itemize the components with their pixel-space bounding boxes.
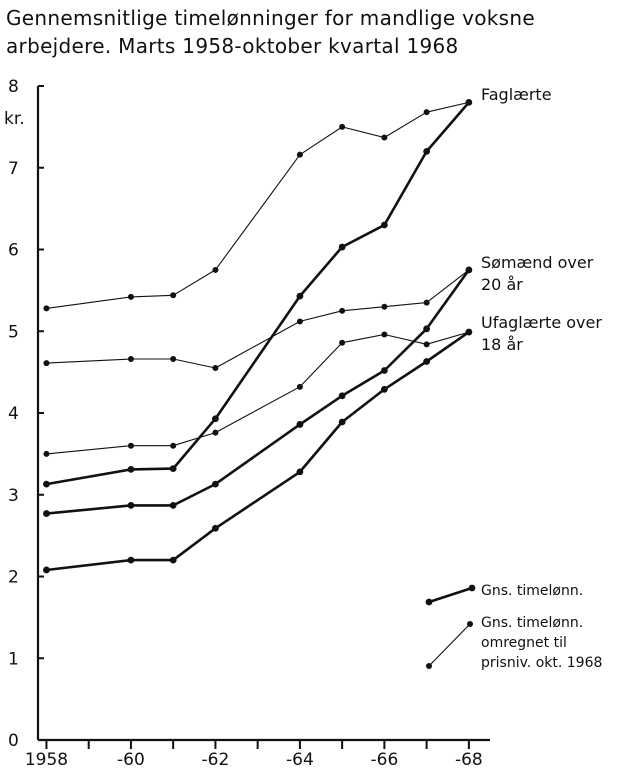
data-point-nominal	[380, 385, 388, 393]
x-tick-label: -66	[371, 750, 399, 770]
legend-label-real: Gns. timelønn.	[481, 615, 583, 631]
data-point-nominal	[212, 480, 219, 488]
legend: Gns. timelønn. Gns. timelønn. omregnet til…	[425, 583, 602, 671]
legend-point-real	[467, 621, 473, 627]
data-point-real	[170, 442, 177, 449]
data-point-nominal	[423, 325, 431, 333]
series-line-nominal	[45, 101, 471, 486]
legend-point-real	[426, 663, 432, 669]
data-point-real	[127, 442, 134, 449]
y-tick-label: 5	[8, 322, 19, 342]
data-point-real	[43, 305, 50, 312]
data-point-nominal	[338, 392, 346, 400]
data-point-nominal	[296, 468, 304, 476]
data-point-nominal	[212, 524, 219, 532]
series-line-nominal	[45, 268, 471, 515]
x-tick-label: -60	[117, 750, 145, 770]
legend-swatch-nominal	[428, 586, 473, 604]
series-line-nominal	[45, 330, 471, 572]
x-tick-label: -68	[455, 750, 483, 770]
y-tick-label: 7	[8, 159, 19, 179]
data-point-nominal	[338, 243, 346, 251]
data-point-nominal	[423, 358, 431, 365]
data-point-real	[423, 299, 430, 306]
data-point-nominal	[296, 292, 304, 300]
data-point-nominal	[169, 501, 177, 509]
data-point-real	[296, 383, 303, 390]
data-point-nominal	[380, 221, 388, 229]
data-point-nominal	[423, 148, 431, 155]
series-line-real	[45, 101, 470, 309]
axes: 0 1 2 3 4 5 6 7 8 kr. 1958 -60 -62 -64 -66 -68	[4, 77, 490, 770]
series-label: Ufaglærte over	[481, 313, 602, 332]
data-point-real	[43, 450, 50, 457]
data-point-real	[170, 356, 177, 363]
data-point-real	[465, 329, 472, 336]
data-point-nominal	[43, 480, 50, 488]
data-point-real	[381, 134, 388, 141]
data-point-real	[212, 429, 219, 436]
data-point-real	[212, 365, 219, 372]
x-tick-label: -64	[286, 750, 314, 770]
chart-title: Gennemsnitlige timelønninger for mandlig…	[6, 4, 636, 60]
data-point-real	[127, 356, 134, 363]
data-point-nominal	[127, 556, 135, 564]
series-line-real	[45, 269, 470, 369]
legend-point-nominal	[425, 598, 433, 606]
data-point-real	[465, 266, 472, 273]
data-point-nominal	[296, 421, 304, 428]
data-point-real	[339, 123, 346, 130]
legend-label-nominal: Gns. timelønn.	[481, 583, 583, 599]
y-tick-label: 0	[8, 731, 19, 751]
chart-title-line-1: Gennemsnitlige timelønninger for mandlig…	[6, 6, 535, 30]
series-label: Sømænd over	[481, 253, 594, 272]
x-tick-label: 1958	[25, 750, 68, 770]
chart-title-line-2: arbejdere. Marts 1958-oktober kvartal 19…	[6, 34, 459, 58]
data-point-real	[296, 318, 303, 325]
data-point-real	[43, 360, 50, 367]
series-label: 20 år	[481, 275, 523, 294]
y-tick-label: 8	[8, 77, 19, 97]
y-tick-label: 2	[8, 568, 19, 588]
data-point-nominal	[338, 418, 346, 426]
data-point-real	[423, 109, 430, 116]
series-lines	[43, 98, 473, 574]
data-point-nominal	[212, 415, 219, 423]
data-point-nominal	[380, 367, 388, 374]
series-labels: Faglærte Sømænd over 20 år Ufaglærte over 18…	[481, 85, 602, 354]
data-point-real	[127, 293, 134, 300]
y-axis-label: kr.	[4, 109, 25, 129]
legend-label-real: omregnet til	[481, 635, 567, 651]
legend-swatch-real	[428, 623, 471, 667]
series-label: Faglærte	[481, 85, 552, 104]
data-point-real	[381, 331, 388, 338]
data-point-nominal	[43, 566, 50, 574]
data-point-nominal	[127, 501, 135, 509]
data-point-real	[296, 151, 303, 158]
x-tick-label: -62	[202, 750, 230, 770]
data-point-real	[339, 307, 346, 314]
data-point-real	[423, 341, 430, 348]
data-point-nominal	[43, 510, 50, 517]
data-point-real	[381, 303, 388, 310]
legend-point-nominal	[468, 584, 476, 592]
y-tick-label: 4	[8, 404, 19, 424]
series-label: 18 år	[481, 335, 523, 354]
y-tick-label: 6	[8, 241, 19, 261]
data-point-real	[465, 99, 472, 106]
data-point-real	[339, 339, 346, 346]
data-point-real	[170, 292, 177, 299]
data-point-nominal	[127, 466, 135, 473]
data-point-real	[212, 266, 219, 273]
data-point-nominal	[169, 556, 177, 564]
data-point-nominal	[169, 465, 177, 472]
y-tick-label: 1	[8, 649, 19, 669]
y-tick-label: 3	[8, 486, 19, 506]
legend-label-real: prisniv. okt. 1968	[481, 655, 602, 671]
